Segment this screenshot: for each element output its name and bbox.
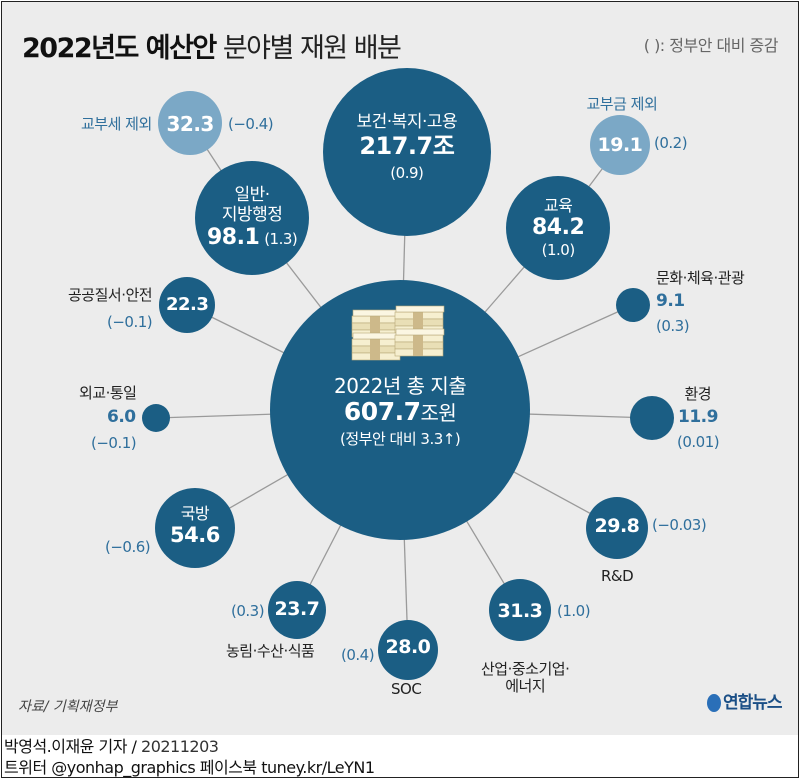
bubble-soc [378, 620, 438, 680]
credit-reporters: 박영석.이재윤 기자 / 20211203 [4, 737, 219, 756]
change-soc: (0.4) [341, 645, 375, 664]
money-stack-icon [351, 305, 445, 361]
value-agriculture: 23.7 [274, 598, 320, 620]
logo-icon [707, 694, 721, 712]
label-general-excl: 교부세 제외 [81, 114, 152, 133]
bubble-environment [630, 396, 674, 440]
value-general-excl: 32.3 [166, 111, 215, 136]
change-agriculture: (0.3) [231, 601, 265, 620]
label-culture: 문화·체육·관광 [656, 268, 745, 287]
change-industry: (1.0) [557, 601, 591, 620]
bubble-education-excl [590, 115, 650, 175]
label-diplomacy: 외교·통일 [79, 383, 137, 402]
bubble-defense [155, 488, 235, 568]
label-health: 보건·복지·고용 217.7조 (0.9) [356, 112, 458, 183]
value-culture: 9.1 [656, 291, 685, 311]
label-rnd: R&D [601, 566, 634, 585]
bubble-general-excl [158, 91, 222, 155]
change-diplomacy: (−0.1) [91, 433, 137, 452]
source-note: 자료/ 기획재정부 [18, 699, 118, 715]
arrow-up-icon: ↑ [442, 430, 456, 449]
credit-social: 트위터 @yonhap_graphics 페이스북 tuney.kr/LeYN1 [4, 758, 375, 777]
bubble-agriculture [268, 581, 326, 639]
bubble-industry [489, 579, 551, 641]
label-general: 일반· 지방행정 98.1 (1.3) [207, 185, 298, 251]
page-title: 2022년도 예산안 분야별 재원 배분 [22, 33, 402, 64]
center-label: 2022년 총 지출 607.7조원 (정부안 대비 3.3↑) [334, 373, 467, 449]
legend-note: ( ): 정부안 대비 증감 [643, 36, 779, 55]
value-soc: 28.0 [385, 636, 431, 658]
bubble-culture [616, 288, 650, 322]
label-education: 교육 84.2 (1.0) [532, 196, 585, 259]
label-industry: 산업·중소기업· 에너지 [481, 659, 570, 695]
change-education-excl: (0.2) [654, 133, 688, 152]
bubble-general [195, 161, 309, 275]
label-defense: 국방 54.6 [170, 503, 220, 547]
change-rnd: (−0.03) [652, 515, 707, 534]
value-environment: 11.9 [678, 407, 718, 427]
change-defense: (−0.6) [105, 537, 151, 556]
label-agriculture: 농림·수산·식품 [226, 641, 315, 660]
value-rnd: 29.8 [594, 515, 640, 537]
label-environment: 환경 [684, 384, 712, 403]
center-bubble [270, 280, 530, 540]
change-public-order: (−0.1) [107, 312, 153, 331]
change-environment: (0.01) [677, 432, 720, 451]
bubble-diplomacy [142, 404, 170, 432]
bubble-public-order [159, 277, 215, 333]
change-culture: (0.3) [656, 316, 690, 335]
yonhap-logo: 연합뉴스 [707, 688, 783, 713]
label-education-excl: 교부금 제외 [586, 94, 658, 113]
bubble-education [506, 176, 610, 280]
bubble-health [323, 68, 491, 236]
value-public-order: 22.3 [166, 293, 209, 315]
change-general-excl: (−0.4) [228, 114, 274, 133]
label-soc: SOC [391, 679, 422, 698]
value-education-excl: 19.1 [597, 134, 643, 156]
bubble-rnd [586, 497, 648, 559]
value-industry: 31.3 [497, 600, 543, 622]
value-diplomacy: 6.0 [107, 407, 136, 427]
label-public-order: 공공질서·안전 [68, 285, 153, 304]
